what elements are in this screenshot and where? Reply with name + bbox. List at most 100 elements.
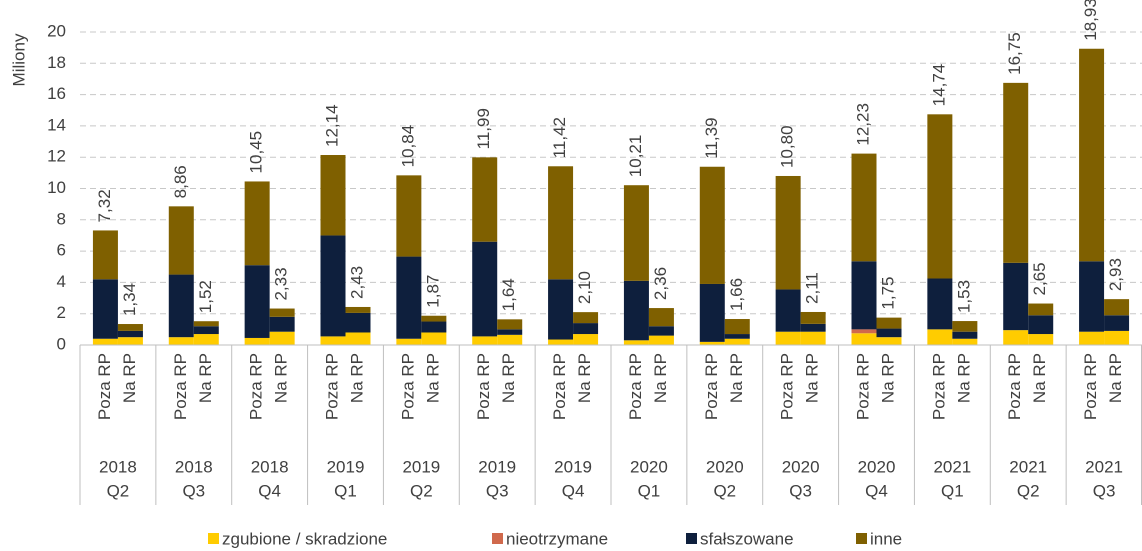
bar-segment: [1028, 315, 1054, 335]
group-label: 2021: [1085, 457, 1123, 476]
bar-segment: [168, 337, 194, 345]
bar-segment: [775, 175, 801, 290]
total-label: 2,11: [803, 272, 822, 304]
bar-segment: [1104, 330, 1130, 345]
group-label: 2018: [99, 457, 137, 476]
legend-swatch: [208, 533, 219, 544]
x-tick-label: Na RP: [651, 353, 670, 403]
y-tick-label: 16: [47, 84, 66, 103]
legend-swatch: [492, 533, 503, 544]
legend-swatch: [856, 533, 867, 544]
total-label: 1,64: [499, 278, 518, 311]
group-label: 2021: [1009, 457, 1047, 476]
x-tick-label: Poza RP: [474, 353, 493, 420]
bar-segment: [320, 336, 346, 345]
total-label: 16,75: [1005, 32, 1024, 75]
bar-segment: [851, 329, 877, 334]
legend-swatch: [686, 533, 697, 544]
group-label: 2019: [478, 457, 516, 476]
bar-segment: [876, 328, 902, 338]
x-tick-label: Na RP: [196, 353, 215, 403]
bar-segment: [1104, 315, 1130, 331]
x-tick-label: Na RP: [272, 353, 291, 403]
y-tick-label: 14: [47, 115, 66, 134]
x-tick-label: Na RP: [1106, 353, 1125, 403]
x-tick-label: Na RP: [878, 353, 897, 403]
total-label: 11,42: [550, 117, 569, 158]
bar-segment: [927, 278, 953, 330]
bar-segment: [952, 338, 978, 345]
x-tick-label: Poza RP: [322, 353, 341, 420]
bar-segment: [800, 331, 826, 345]
group-label: Q4: [865, 481, 888, 500]
legend-label: nieotrzymane: [506, 529, 608, 548]
x-tick-label: Poza RP: [95, 353, 114, 420]
x-tick-label: Poza RP: [778, 353, 797, 420]
bar-segment: [1079, 261, 1105, 332]
group-label: 2018: [251, 457, 289, 476]
bar-segment: [193, 334, 219, 345]
legend-label: inne: [870, 529, 902, 548]
bar-segment: [1003, 82, 1029, 263]
bar-segment: [699, 341, 725, 345]
x-tick-label: Poza RP: [853, 353, 872, 420]
bar-segment: [396, 175, 422, 257]
group-label: 2020: [630, 457, 668, 476]
bar-segment: [876, 337, 902, 345]
y-axis-label: Miliony: [9, 33, 28, 86]
y-tick-label: 20: [47, 21, 66, 40]
bar-segment: [800, 323, 826, 332]
total-label: 10,80: [778, 125, 797, 168]
total-label: 11,99: [474, 108, 493, 149]
total-label: 10,84: [398, 125, 417, 168]
bar-segment: [1003, 330, 1029, 345]
bar-segment: [1104, 299, 1130, 316]
bar-segment: [269, 308, 295, 317]
group-label: Q3: [1093, 481, 1116, 500]
bar-segment: [168, 274, 194, 338]
bar-segment: [421, 321, 447, 333]
group-label: Q1: [941, 481, 964, 500]
bar-segment: [269, 331, 295, 345]
bar-segment: [421, 315, 447, 322]
bar-segment: [724, 338, 750, 345]
group-label: Q2: [1017, 481, 1040, 500]
total-label: 12,14: [322, 104, 341, 147]
x-tick-label: Poza RP: [247, 353, 266, 420]
total-label: 12,23: [853, 103, 872, 146]
bar-segment: [497, 319, 523, 330]
total-label: 2,36: [651, 267, 670, 300]
total-label: 2,93: [1106, 258, 1125, 291]
total-label: 1,53: [954, 280, 973, 313]
bar-segment: [724, 319, 750, 335]
bar-segment: [193, 326, 219, 335]
x-tick-label: Poza RP: [626, 353, 645, 420]
bar-segment: [724, 334, 750, 339]
bar-segment: [497, 329, 523, 335]
legend-label: zgubione / skradzione: [222, 529, 387, 548]
bar-segment: [117, 324, 143, 331]
bar-segment: [648, 326, 674, 336]
y-tick-label: 0: [57, 334, 66, 353]
bar-segment: [117, 337, 143, 345]
bar-segment: [92, 279, 118, 339]
group-label: Q3: [182, 481, 205, 500]
bar-segment: [472, 336, 498, 345]
x-tick-label: Na RP: [347, 353, 366, 403]
group-label: 2020: [782, 457, 820, 476]
bar-segment: [1028, 334, 1054, 345]
x-tick-label: Na RP: [954, 353, 973, 403]
group-label: 2020: [706, 457, 744, 476]
bar-segment: [497, 334, 523, 345]
x-tick-label: Poza RP: [702, 353, 721, 420]
bar-segment: [775, 289, 801, 332]
bar-segment: [345, 332, 371, 345]
total-label: 2,10: [575, 271, 594, 304]
bar-segment: [648, 335, 674, 345]
group-label: 2019: [554, 457, 592, 476]
total-label: 10,21: [626, 135, 645, 178]
bar-segment: [269, 316, 295, 332]
bar-segment: [1028, 303, 1054, 316]
total-label: 1,75: [878, 277, 897, 310]
total-label: 10,45: [247, 131, 266, 174]
